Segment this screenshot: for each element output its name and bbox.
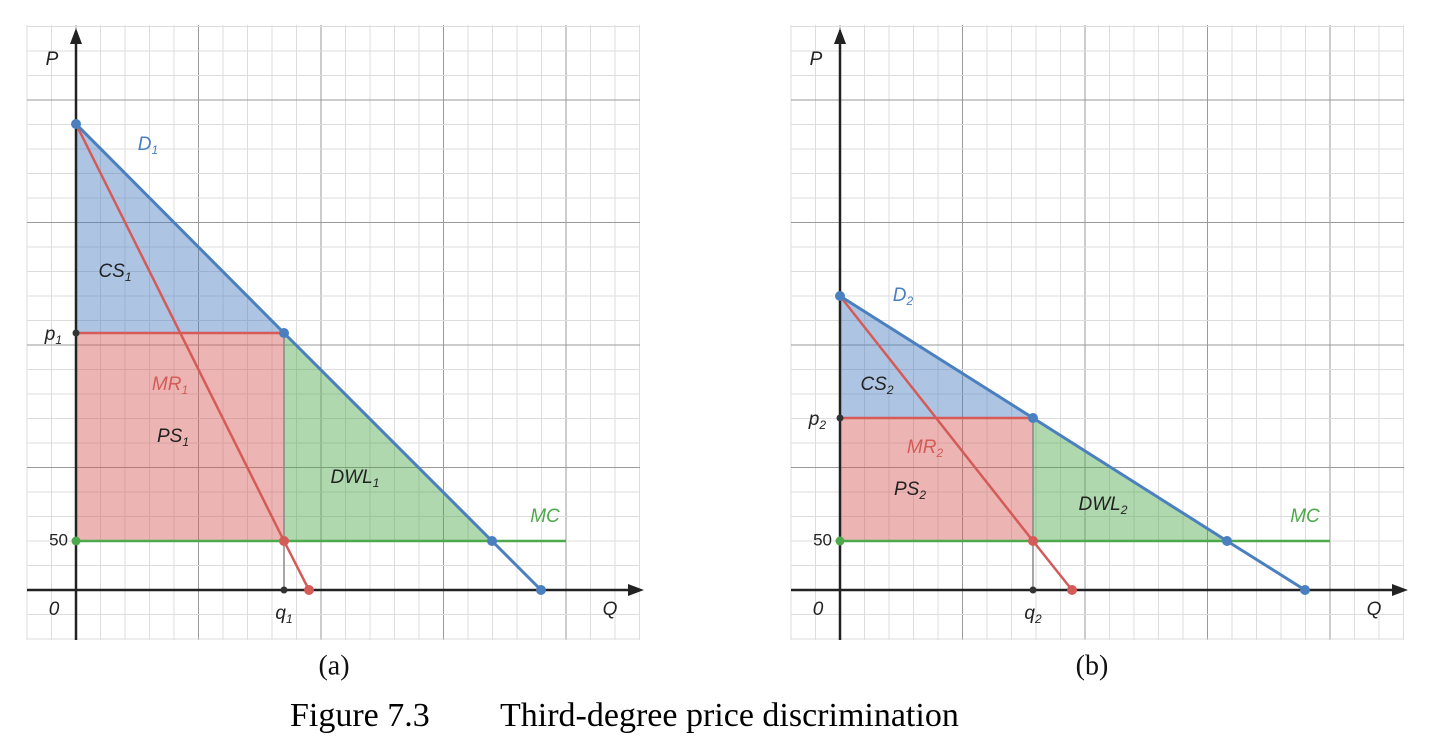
region-label: D2 [893,285,914,308]
q-label: q1 [275,603,292,626]
p-label: p1 [44,324,62,347]
y-axis-arrow [70,28,82,44]
y-axis-label: P [46,49,59,70]
mr-point [304,585,314,595]
p-label-main: p [808,409,820,430]
region-label-main: MR [152,374,182,395]
mc-point [835,536,845,546]
demand-point [1300,585,1310,595]
region-label-main: MR [907,437,937,458]
demand-point [487,536,497,546]
p-point [72,329,80,337]
region-label-main: MC [530,506,560,527]
x-axis-arrow [1392,584,1408,596]
region-label-sub: 1 [152,143,159,157]
region-label: MR1 [152,374,188,397]
x-axis-label: Q [1367,599,1382,620]
region-label-main: DWL [1079,494,1121,515]
x-axis-label: Q [603,599,618,620]
region-label-main: PS [157,426,183,447]
panel-caption: (a) [318,650,349,681]
region-label: MC [1290,506,1320,527]
region-label: DWL2 [1079,494,1128,517]
mc-point [71,536,81,546]
origin-label: 0 [813,599,824,620]
q-label: q2 [1024,603,1042,626]
region-label-sub: 1 [373,476,380,490]
x-axis-arrow [628,584,644,596]
region-label: CS2 [860,374,893,397]
p-label: p2 [808,409,827,432]
demand-point [71,119,81,129]
y-axis-arrow [834,28,846,44]
region-label-sub: 2 [886,383,894,397]
region-label: PS1 [157,426,189,449]
region-label-sub: 1 [182,435,189,449]
price-tick-label: 50 [49,530,68,549]
region-label-main: CS [98,261,125,282]
producer-surplus [76,333,284,541]
region-label: MR2 [907,437,944,460]
figure-title: Third-degree price discrimination [500,697,959,734]
panel-caption: (b) [1076,650,1109,681]
price-tick-label: 50 [813,530,832,549]
p-label-sub: 2 [818,418,826,432]
producer-surplus [840,418,1033,541]
q-label-main: q [1024,603,1035,624]
region-label: DWL1 [331,467,380,490]
figure-number: Figure 7.3 [290,697,430,734]
p-label-sub: 1 [55,333,62,347]
region-label-main: D [893,285,907,306]
region-label-sub: 2 [935,446,943,460]
region-label-sub: 1 [125,270,132,284]
region-label-main: D [138,134,152,155]
p-label-main: p [44,324,56,345]
demand-point [279,328,289,338]
region-label-main: MC [1290,506,1320,527]
demand-curve [839,294,1306,592]
demand-point [1028,413,1038,423]
demand-curve [74,122,543,592]
region-label-sub: 2 [918,488,926,502]
q-label-main: q [275,603,286,624]
y-axis-label: P [810,49,823,70]
q-label-sub: 2 [1034,612,1042,626]
region-label: D1 [138,134,158,157]
demand-point [835,291,845,301]
region-label: MC [530,506,560,527]
p-point [836,414,844,422]
q-label-sub: 1 [286,612,293,626]
demand-point [536,585,546,595]
demand-point [1222,536,1232,546]
mr-point [1067,585,1077,595]
region-label-main: PS [894,479,920,500]
mr-point [279,536,289,546]
region-label: PS2 [894,479,926,502]
mr-point [1028,536,1038,546]
q-point [1029,586,1037,594]
region-label-sub: 1 [181,383,188,397]
region-label-main: CS [860,374,887,395]
region-label-main: DWL [331,467,373,488]
q-point [280,586,288,594]
region-label: CS1 [98,261,131,284]
region-label-sub: 2 [1120,503,1128,517]
origin-label: 0 [49,599,60,620]
region-label-sub: 2 [906,294,914,308]
